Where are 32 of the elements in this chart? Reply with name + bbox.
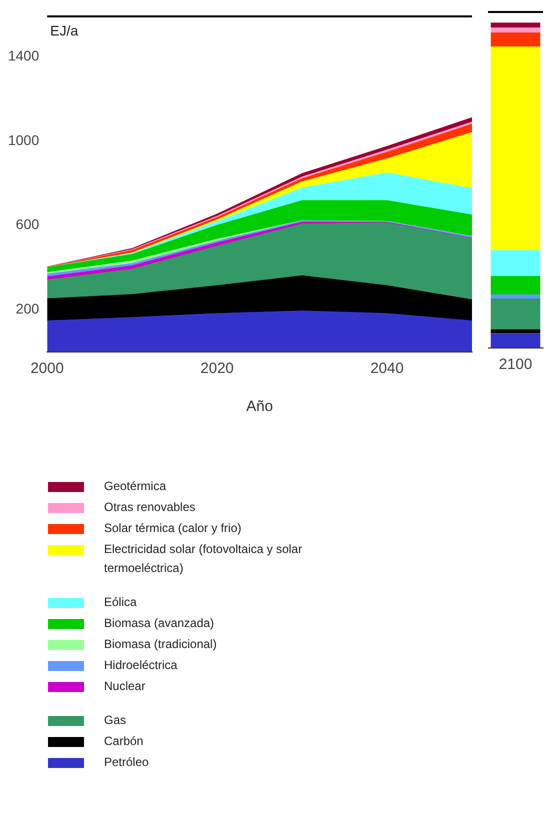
x-tick-label: 2000	[30, 360, 64, 378]
legend-label: Biomasa (avanzada)	[104, 615, 216, 632]
y-tick-label: 200	[16, 300, 40, 317]
legend-label: Biomasa (tradicional)	[104, 636, 218, 653]
bar	[490, 298, 540, 330]
bar	[490, 250, 540, 276]
bar	[490, 22, 540, 28]
x-axis-title: Año	[246, 398, 273, 416]
x-tick-label: 2040	[370, 360, 404, 378]
legend-label: Eólica	[104, 594, 138, 611]
bar	[490, 46, 540, 250]
legend-label: Gas	[104, 712, 128, 729]
legend-label: Solar térmica (calor y frio)	[104, 520, 242, 537]
x-tick-label: 2100	[498, 356, 532, 374]
legend-label: Otras renovables	[104, 499, 196, 516]
y-tick-label: 1400	[8, 47, 40, 64]
legend-label: Petróleo	[104, 754, 150, 771]
legend-label: Carbón	[104, 733, 144, 750]
legend-label: Hidroeléctrica	[104, 657, 178, 674]
y-tick-label: 600	[16, 216, 40, 232]
bar	[490, 294, 540, 299]
legend-label: Geotérmica	[104, 478, 168, 495]
y-axis-title: EJ/a	[50, 22, 78, 38]
bar	[490, 28, 540, 32]
bar	[490, 333, 540, 348]
x-tick-label: 2020	[200, 360, 234, 378]
legend-label: Nuclear	[104, 678, 146, 695]
bar	[490, 329, 540, 334]
bar	[490, 32, 540, 46]
legend-label: Electricidad solar (fotovoltaica y solar termoeléctrica)	[104, 541, 304, 577]
y-tick-label: 1000	[8, 132, 40, 148]
bar	[490, 276, 540, 295]
